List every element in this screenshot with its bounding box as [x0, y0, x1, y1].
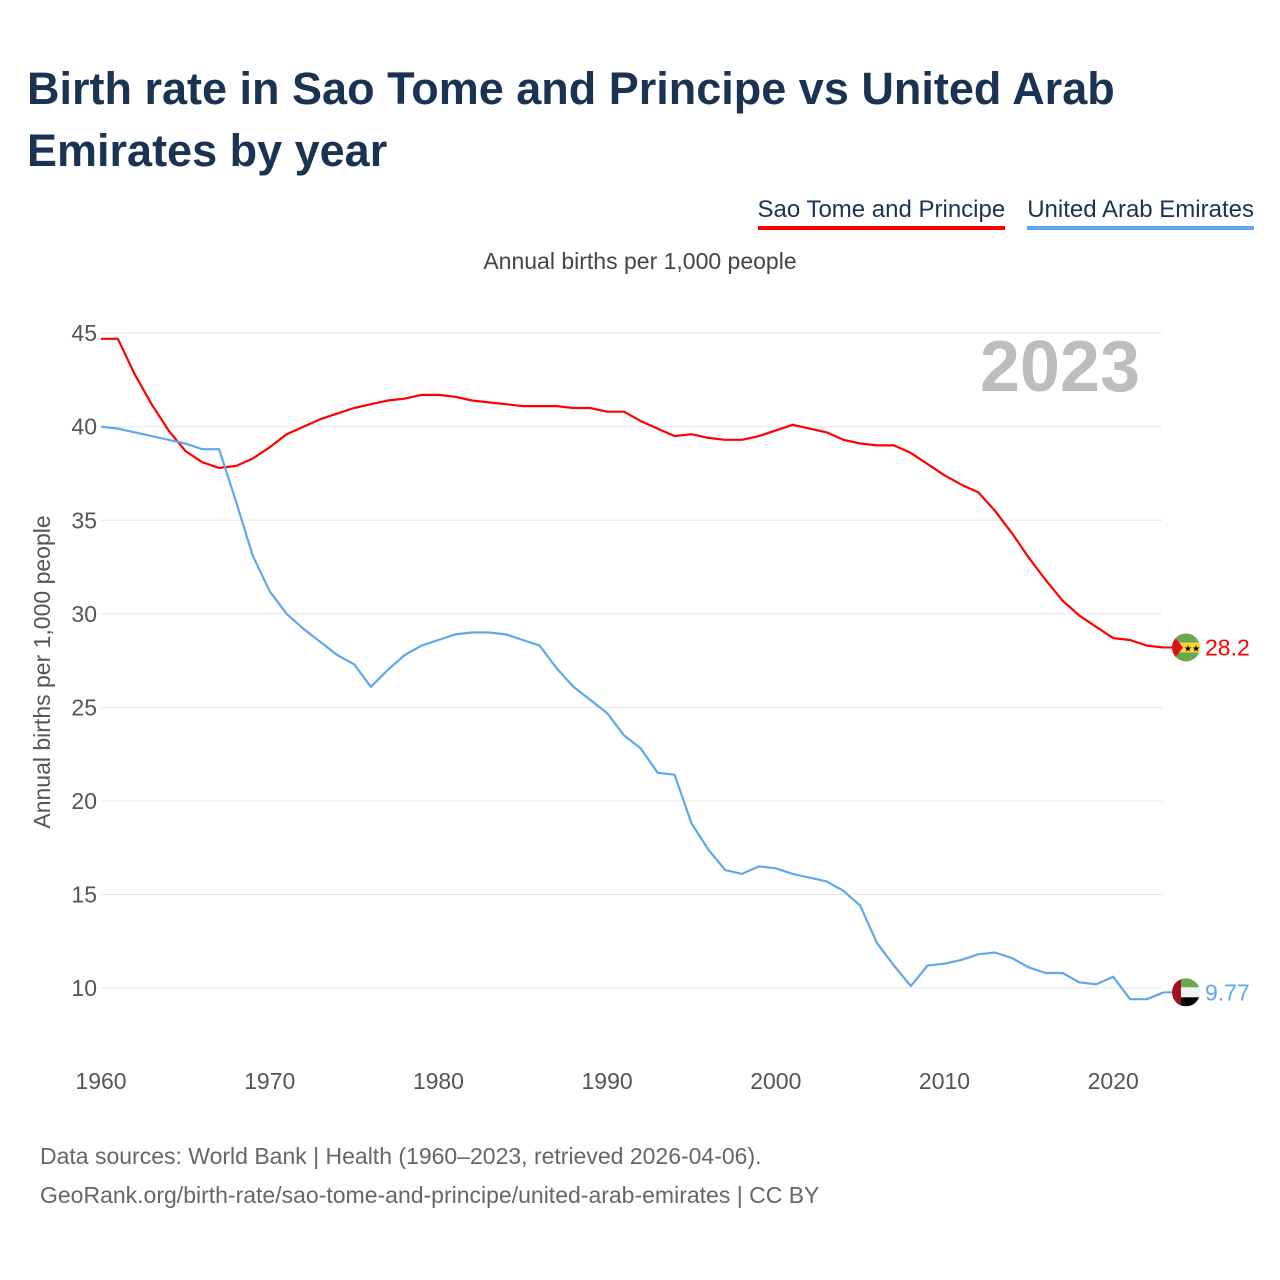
legend-item-sao-tome[interactable]: Sao Tome and Principe — [757, 196, 1006, 230]
end-value-label: 28.2 — [1205, 634, 1250, 660]
chart-title: Birth rate in Sao Tome and Principe vs U… — [27, 63, 1115, 176]
x-tick-label: 1970 — [244, 1068, 295, 1094]
legend-item-uae[interactable]: United Arab Emirates — [1027, 196, 1254, 230]
x-tick-label: 2000 — [750, 1068, 801, 1094]
sao-tome-flag-icon: ★★ — [1172, 633, 1200, 662]
footer-sources: Data sources: World Bank | Health (1960–… — [40, 1137, 819, 1215]
series-line-uae[interactable] — [100, 425, 1165, 1001]
year-watermark: 2023 — [980, 327, 1140, 407]
y-tick-label: 25 — [71, 694, 97, 720]
x-tick-label: 1990 — [582, 1068, 633, 1094]
end-value-label: 9.77 — [1205, 979, 1250, 1005]
y-tick-label: 45 — [71, 320, 97, 346]
footer-line-2[interactable]: GeoRank.org/birth-rate/sao-tome-and-prin… — [40, 1182, 820, 1208]
series-line-sao-tome[interactable] — [101, 337, 1164, 649]
uae-flag-icon — [1172, 978, 1200, 1007]
y-tick-label: 10 — [71, 975, 97, 1001]
y-tick-label: 15 — [71, 881, 97, 907]
x-tick-label: 2020 — [1088, 1068, 1139, 1094]
svg-text:★★: ★★ — [1184, 643, 1200, 653]
footer-line-1: Data sources: World Bank | Health (1960–… — [40, 1143, 762, 1169]
y-tick-label: 35 — [71, 507, 97, 533]
x-tick-label: 2010 — [919, 1068, 970, 1094]
y-tick-label: 30 — [71, 601, 97, 627]
y-axis-label: Annual births per 1,000 people — [29, 515, 55, 828]
chart-subtitle: Annual births per 1,000 people — [483, 248, 797, 274]
x-tick-label: 1960 — [75, 1068, 126, 1094]
y-tick-label: 20 — [71, 788, 97, 814]
legend: Sao Tome and Principe United Arab Emirat… — [757, 196, 1254, 230]
x-tick-label: 1980 — [413, 1068, 464, 1094]
y-tick-label: 40 — [71, 414, 97, 440]
